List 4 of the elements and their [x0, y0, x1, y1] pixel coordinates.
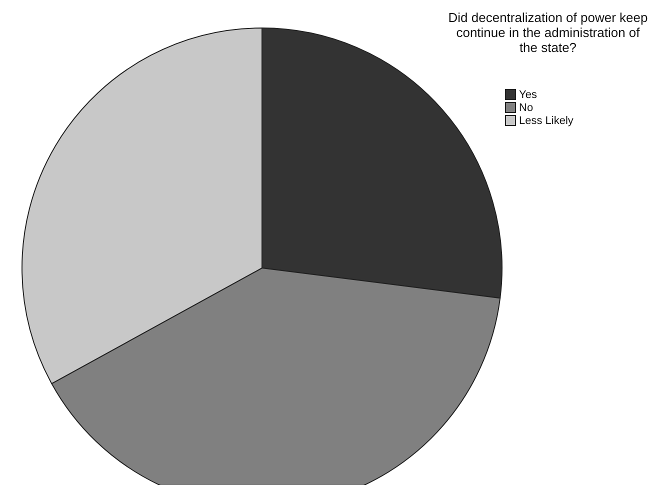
- legend-label: No: [519, 102, 534, 114]
- legend-label: Less Likely: [519, 114, 574, 126]
- legend-label: Yes: [519, 88, 537, 100]
- chart-title: Did decentralization of power keep continue in the administration of the state?: [448, 10, 648, 55]
